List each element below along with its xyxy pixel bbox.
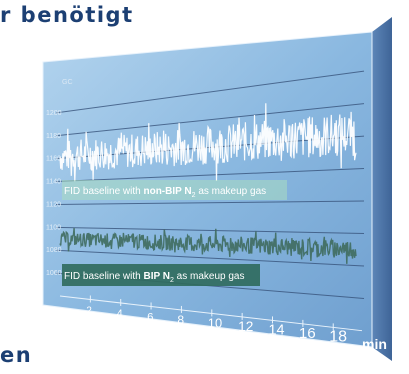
x-tick-label: 2 — [86, 305, 91, 316]
x-axis-line — [59, 295, 363, 332]
heading-top: r benötigt — [0, 3, 134, 27]
x-tick-label: 18 — [329, 328, 347, 345]
x-tick-label: 10 — [208, 315, 222, 330]
y-tick-label: 1080 — [46, 247, 62, 254]
grid-line-1100 — [55, 226, 365, 234]
legend-label-non-bip: FID baseline with non-BIP N2 as makeup g… — [62, 180, 287, 200]
y-tick-label: 1180 — [46, 133, 61, 140]
x-tick-label: 12 — [238, 319, 253, 334]
panel-side — [372, 17, 392, 361]
x-tick-label: 6 — [147, 311, 153, 323]
svg-text:FID baseline with BIP N2 as ma: FID baseline with BIP N2 as makeup gas — [64, 271, 245, 284]
grid-line-1180 — [55, 103, 365, 137]
x-tick-label: 8 — [177, 313, 184, 327]
grid-line-1140 — [55, 168, 365, 183]
svg-text:FID baseline with non-BIP N2 a: FID baseline with non-BIP N2 as makeup g… — [64, 186, 266, 199]
grid-line-1200 — [55, 70, 365, 114]
y-tick-label: 1200 — [46, 110, 62, 117]
y-tick-label: 1100 — [46, 224, 61, 231]
legend-label-bip: FID baseline with BIP N2 as makeup gas — [62, 264, 260, 286]
x-tick-label: 14 — [269, 322, 285, 338]
x-tick-label: 16 — [299, 325, 316, 342]
grid-line-1080 — [55, 249, 365, 267]
grid-line-1120 — [55, 200, 365, 205]
y-tick-label: 1160 — [46, 156, 61, 163]
y-tick-label: 1120 — [46, 201, 61, 208]
heading-bottom: en — [0, 343, 33, 367]
x-axis-label: min — [362, 336, 387, 352]
series-lines — [59, 103, 357, 264]
y-axis-ticks: 1060 1080 1100 1120 1140 1160 1180 1200 — [46, 110, 62, 277]
y-axis-label: GC — [62, 79, 73, 86]
series-line-bip — [59, 228, 357, 264]
y-tick-label: 1060 — [46, 270, 62, 277]
x-tick-label: 4 — [117, 308, 123, 320]
x-axis: 2 4 6 8 10 12 14 16 18 — [59, 295, 363, 345]
y-tick-label: 1140 — [46, 179, 61, 186]
series-line-non-bip — [59, 103, 357, 182]
